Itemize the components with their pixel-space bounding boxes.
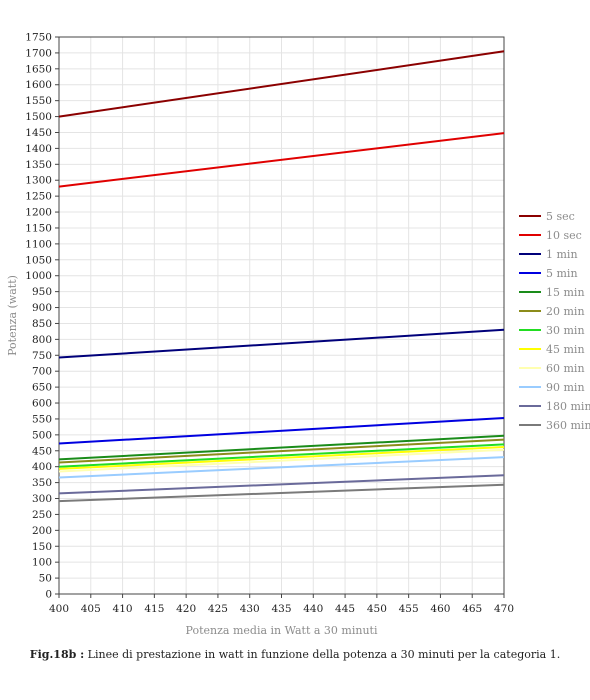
legend-label: 45 min <box>546 343 585 356</box>
y-tick-label: 150 <box>32 541 52 553</box>
x-axis-title: Potenza media in Watt a 30 minuti <box>186 624 378 637</box>
series-line <box>58 483 505 503</box>
y-tick-label: 250 <box>32 509 52 521</box>
legend-label: 1 min <box>546 248 578 261</box>
y-tick-label: 1100 <box>25 238 52 250</box>
y-tick-label: 650 <box>32 382 52 394</box>
x-axis: 400 405 410 415 420 425 430 435 440 445 450 455 460 4… <box>49 594 514 615</box>
x-tick-label: 425 <box>208 603 228 615</box>
x-tick-label: 400 <box>49 603 69 615</box>
legend-label: 20 min <box>546 305 585 318</box>
legend-label: 10 sec <box>546 229 582 242</box>
figure-caption: Fig.18b : Linee di prestazione in watt i… <box>0 648 590 661</box>
y-tick-label: 500 <box>32 429 52 441</box>
x-tick-label: 450 <box>367 603 387 615</box>
y-axis-title: Potenza (watt) <box>6 275 19 356</box>
series-lines <box>58 50 505 503</box>
x-tick-label: 420 <box>176 603 196 615</box>
series-line <box>58 328 505 359</box>
legend-label: 30 min <box>546 324 585 337</box>
y-tick-label: 1050 <box>25 254 52 266</box>
y-tick-label: 100 <box>32 557 52 569</box>
y-tick-label: 1000 <box>25 270 52 282</box>
y-tick-label: 1350 <box>25 159 52 171</box>
series-line <box>58 448 505 473</box>
x-tick-label: 415 <box>144 603 164 615</box>
x-tick-label: 435 <box>271 603 291 615</box>
y-tick-label: 550 <box>32 413 52 425</box>
y-tick-label: 1450 <box>25 127 52 139</box>
x-tick-label: 460 <box>430 603 450 615</box>
y-tick-label: 1700 <box>25 47 52 59</box>
legend-label: 180 min <box>546 400 590 413</box>
y-tick-label: 1400 <box>25 143 52 155</box>
y-tick-label: 1750 <box>25 32 52 44</box>
series-line <box>58 417 505 445</box>
legend-label: 5 min <box>546 267 578 280</box>
y-tick-label: 1150 <box>25 222 52 234</box>
chart: 0 50 100 150 200 250 300 350 400 450 500 550 600 650 7… <box>6 32 590 638</box>
legend-label: 15 min <box>546 286 585 299</box>
y-tick-label: 900 <box>32 302 52 314</box>
y-axis: 0 50 100 150 200 250 300 350 400 450 500 550 600 650 7… <box>25 32 59 601</box>
legend-label: 60 min <box>546 362 585 375</box>
series-line <box>58 438 505 464</box>
y-tick-label: 50 <box>39 573 52 585</box>
series-line <box>58 50 505 118</box>
y-tick-label: 450 <box>32 445 52 457</box>
legend-label: 5 sec <box>546 210 575 223</box>
y-tick-label: 800 <box>32 334 52 346</box>
legend: 5 sec 10 sec 1 min 5 min 15 min 20 min 30 min 4… <box>519 210 590 432</box>
y-tick-label: 1300 <box>25 175 52 187</box>
caption-text: Linee di prestazione in watt in funzione… <box>84 648 561 661</box>
y-tick-label: 350 <box>32 477 52 489</box>
x-tick-label: 410 <box>113 603 133 615</box>
y-tick-label: 1250 <box>25 191 52 203</box>
y-tick-label: 1500 <box>25 111 52 123</box>
series-line <box>58 474 505 495</box>
y-tick-label: 750 <box>32 350 52 362</box>
x-tick-label: 465 <box>462 603 482 615</box>
y-tick-label: 1600 <box>25 79 52 91</box>
y-tick-label: 950 <box>32 286 52 298</box>
x-tick-label: 405 <box>81 603 101 615</box>
x-tick-label: 430 <box>240 603 260 615</box>
x-tick-label: 470 <box>494 603 514 615</box>
series-line <box>58 446 505 470</box>
series-line <box>58 434 505 461</box>
series-line <box>58 456 505 479</box>
x-tick-label: 455 <box>399 603 419 615</box>
y-tick-label: 400 <box>32 461 52 473</box>
y-tick-label: 1650 <box>25 63 52 75</box>
y-tick-label: 600 <box>32 398 52 410</box>
y-tick-label: 1200 <box>25 207 52 219</box>
series-line <box>58 132 505 188</box>
y-tick-label: 0 <box>45 589 52 601</box>
legend-label: 360 min <box>546 419 590 432</box>
caption-label: Fig.18b : <box>29 648 85 661</box>
y-tick-label: 200 <box>32 525 52 537</box>
grid <box>58 36 505 595</box>
series-line <box>58 443 505 468</box>
y-tick-label: 1550 <box>25 95 52 107</box>
y-tick-label: 700 <box>32 366 52 378</box>
x-tick-label: 445 <box>335 603 355 615</box>
y-tick-label: 300 <box>32 493 52 505</box>
y-tick-label: 850 <box>32 318 52 330</box>
legend-label: 90 min <box>546 381 585 394</box>
x-tick-label: 440 <box>303 603 323 615</box>
